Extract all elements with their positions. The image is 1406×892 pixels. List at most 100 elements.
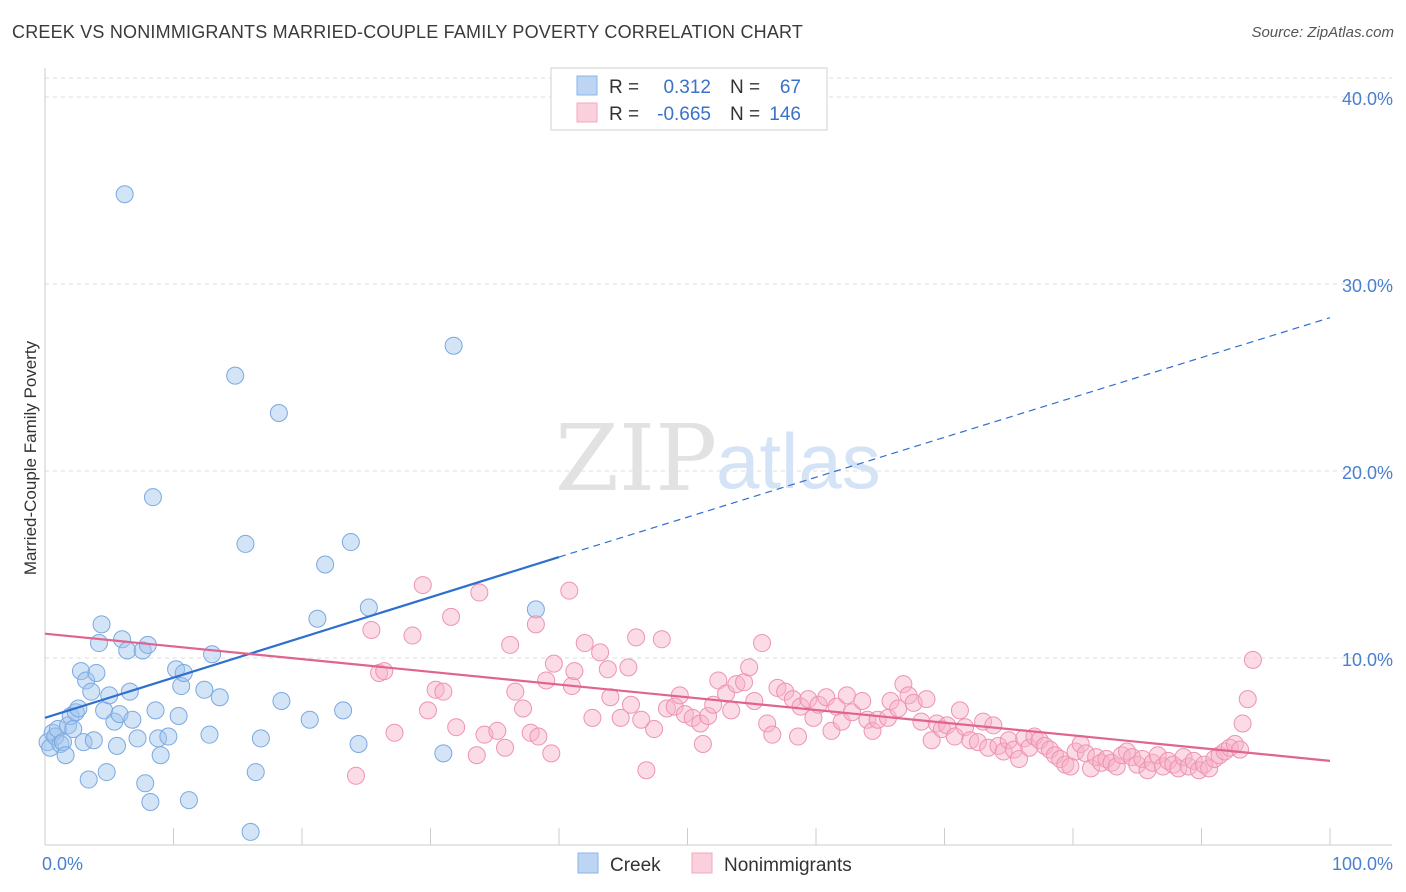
nonimmigrants-point-26 — [560, 581, 579, 600]
creek-point-38 — [143, 488, 162, 507]
legend-swatch-creek — [576, 75, 598, 96]
nonimmigrants-point-101 — [999, 731, 1018, 750]
nonimmigrants-point-94 — [961, 731, 980, 750]
creek-point-7 — [56, 746, 75, 765]
nonimmigrants-point-17 — [501, 635, 520, 654]
creek-point-59 — [300, 710, 319, 729]
bottom-legend-label-creek: Creek — [610, 855, 661, 876]
nonimmigrants-point-130 — [1148, 746, 1167, 765]
creek-point-34 — [133, 641, 152, 660]
legend-r-value-creek: 0.312 — [663, 77, 711, 98]
nonimmigrants-point-3 — [375, 662, 394, 681]
nonimmigrants-point-98 — [984, 716, 1003, 735]
bottom-legend-swatch-nonimmigrants — [691, 852, 713, 874]
nonimmigrants-point-6 — [413, 576, 432, 595]
nonimmigrants-point-43 — [665, 697, 684, 716]
nonimmigrants-point-31 — [591, 643, 610, 662]
creek-point-17 — [82, 682, 101, 701]
nonimmigrants-point-122 — [1107, 757, 1126, 776]
nonimmigrants-point-15 — [488, 721, 507, 740]
nonimmigrants-point-24 — [542, 744, 561, 763]
nonimmigrants-point-59 — [758, 714, 777, 733]
nonimmigrants-point-111 — [1051, 749, 1070, 768]
nonimmigrants-point-73 — [837, 686, 856, 705]
nonimmigrants-point-87 — [922, 731, 941, 750]
nonimmigrants-point-69 — [817, 688, 836, 707]
creek-point-18 — [84, 731, 103, 750]
nonimmigrants-point-23 — [537, 671, 556, 690]
legend-swatch-nonimmigrants — [576, 102, 598, 123]
creek-point-60 — [308, 609, 327, 628]
x-tick-label-0: 0.0% — [42, 854, 83, 874]
creek-point-68 — [526, 600, 545, 619]
chart-source: Source: ZipAtlas.com — [1251, 24, 1394, 41]
bottom-legend: Creek Nonimmigrants — [577, 852, 852, 876]
creek-point-65 — [359, 598, 378, 617]
creek-point-66 — [434, 744, 453, 763]
nonimmigrants-point-55 — [735, 673, 754, 692]
creek-point-16 — [79, 770, 98, 789]
nonimmigrants-point-91 — [945, 727, 964, 746]
nonimmigrants-point-9 — [434, 682, 453, 701]
nonimmigrants-point-28 — [565, 662, 584, 681]
creek-point-57 — [269, 404, 288, 423]
trend-lines — [44, 317, 1331, 762]
creek-point-23 — [97, 763, 116, 782]
legend-r-label-creek: R = — [609, 77, 639, 98]
nonimmigrants-point-82 — [894, 675, 913, 694]
nonimmigrants-point-62 — [776, 682, 795, 701]
nonimmigrants-point-56 — [740, 658, 759, 677]
nonimmigrants-point-117 — [1081, 759, 1100, 778]
creek-point-41 — [151, 746, 170, 765]
creek-point-46 — [174, 663, 193, 682]
nonimmigrants-point-80 — [881, 692, 900, 711]
nonimmigrants-point-105 — [1020, 738, 1039, 757]
nonimmigrants-point-39 — [637, 761, 656, 780]
nonimmigrants-point-29 — [575, 634, 594, 653]
nonimmigrants-point-149 — [1231, 740, 1250, 759]
nonimmigrants-point-37 — [627, 628, 646, 647]
legend: R = 0.312 N = 67 R = -0.665 N = 146 — [550, 67, 828, 131]
nonimmigrants-point-49 — [699, 706, 718, 725]
creek-point-32 — [123, 710, 142, 729]
nonimmigrants-point-64 — [789, 727, 808, 746]
creek-point-67 — [444, 336, 463, 355]
creek-point-35 — [136, 774, 155, 793]
creek-point-5 — [51, 735, 70, 754]
nonimmigrants-point-38 — [632, 710, 651, 729]
nonimmigrants-point-113 — [1061, 757, 1080, 776]
nonimmigrants-point-126 — [1128, 755, 1147, 774]
nonimmigrants-point-34 — [611, 708, 630, 727]
y-tick-label-3: 40.0% — [1342, 89, 1393, 109]
nonimmigrants-point-86 — [917, 690, 936, 709]
nonimmigrants-point-92 — [950, 701, 969, 720]
bottom-legend-swatch-creek — [577, 852, 599, 874]
legend-r-value-nonimmigrants: -0.665 — [657, 104, 711, 125]
nonimmigrants-point-48 — [693, 735, 712, 754]
creek-point-50 — [203, 645, 222, 664]
nonimmigrants-point-42 — [657, 699, 676, 718]
creek-point-33 — [128, 729, 147, 748]
nonimmigrants-point-4 — [385, 723, 404, 742]
nonimmigrants-point-140 — [1200, 759, 1219, 778]
y-tick-label-0: 10.0% — [1342, 650, 1393, 670]
nonimmigrants-point-21 — [526, 615, 545, 634]
nonimmigrants-point-102 — [1004, 740, 1023, 759]
creek-point-49 — [200, 725, 219, 744]
chart-title: CREEK VS NONIMMIGRANTS MARRIED-COUPLE FA… — [12, 22, 804, 42]
creek-point-48 — [195, 680, 214, 699]
nonimmigrants-trend-line — [44, 632, 1331, 762]
creek-point-47 — [179, 791, 198, 810]
nonimmigrants-point-75 — [853, 692, 872, 711]
nonimmigrants-point-10 — [442, 607, 461, 626]
creek-point-15 — [77, 671, 96, 690]
creek-point-39 — [146, 701, 165, 720]
creek-point-61 — [316, 555, 335, 574]
nonimmigrants-point-13 — [470, 583, 489, 602]
nonimmigrants-point-124 — [1117, 742, 1136, 761]
nonimmigrants-point-103 — [1010, 749, 1029, 768]
creek-point-20 — [89, 634, 108, 653]
nonimmigrants-point-135 — [1174, 748, 1193, 767]
creek-point-19 — [87, 663, 106, 682]
y-axis-label: Married-Couple Family Poverty — [21, 340, 40, 575]
